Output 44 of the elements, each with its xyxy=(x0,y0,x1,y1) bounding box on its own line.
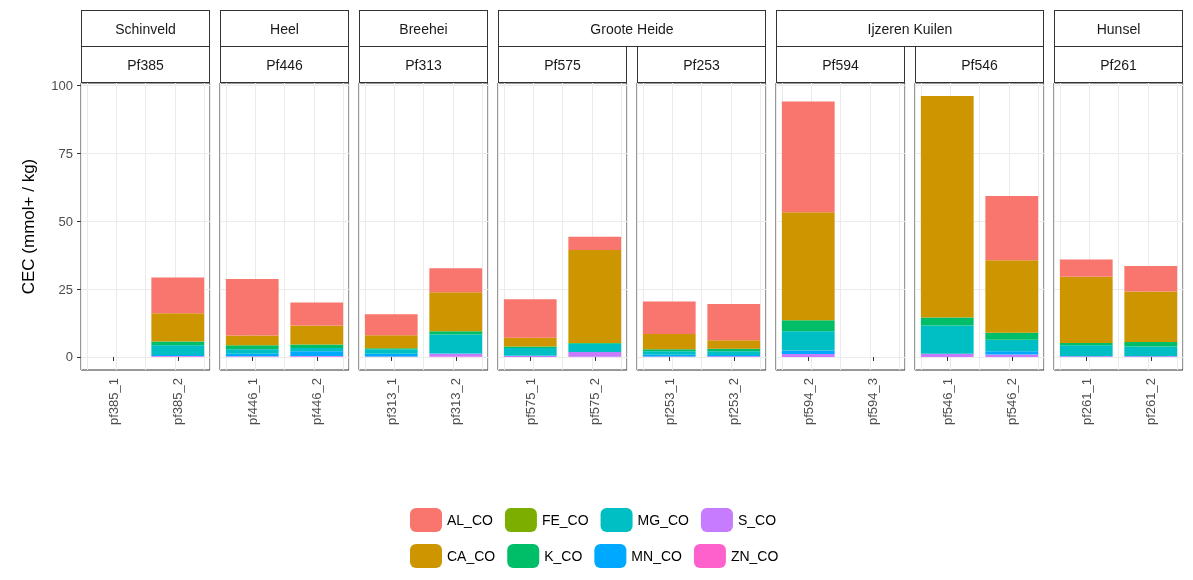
chart-subtitle: Pf575 xyxy=(498,46,627,83)
x-tick-label: pf546_2 xyxy=(1004,378,1020,425)
x-tick-label: pf261_1 xyxy=(1078,378,1094,425)
x-tick-label: pf594_2 xyxy=(800,378,816,425)
legend-label: MG_CO xyxy=(637,512,690,528)
chart-subtitle: Pf385 xyxy=(81,46,210,83)
x-tick-label: pf546_1 xyxy=(939,378,955,425)
x-tick-label: pf253_2 xyxy=(726,378,742,425)
chart-title: Heel xyxy=(220,10,349,47)
y-tick-label: 0 xyxy=(65,349,73,365)
x-tick-label: pf261_2 xyxy=(1143,378,1159,425)
chart-subtitle: Pf313 xyxy=(359,46,488,83)
x-tick-label: pf313_2 xyxy=(448,378,464,425)
legend-label: ZN_CO xyxy=(730,548,779,564)
chart-subtitle: Pf446 xyxy=(220,46,349,83)
y-tick-label: 25 xyxy=(58,281,73,297)
chart-subtitle: Pf594 xyxy=(776,46,905,83)
chart-subtitle: Pf546 xyxy=(915,46,1044,83)
x-tick-label: pf385_1 xyxy=(105,378,121,425)
y-tick-label: 100 xyxy=(51,77,73,93)
legend-label: FE_CO xyxy=(541,512,589,528)
chart-title: Breehei xyxy=(359,10,488,47)
x-tick-label: pf313_1 xyxy=(383,378,399,425)
y-tick-label: 75 xyxy=(58,145,73,161)
legend-label: MN_CO xyxy=(631,548,683,564)
x-tick-label: pf594_3 xyxy=(865,378,881,425)
x-tick-label: pf446_2 xyxy=(309,378,325,425)
y-tick-label: 50 xyxy=(58,213,73,229)
legend-label: K_CO xyxy=(544,548,583,564)
legend-label: S_CO xyxy=(737,512,777,528)
legend-label: CA_CO xyxy=(447,548,496,564)
chart-title: Hunsel xyxy=(1054,10,1183,47)
legend-label: AL_CO xyxy=(447,512,494,528)
x-tick-label: pf253_1 xyxy=(661,378,677,425)
chart-subtitle: Pf253 xyxy=(637,46,766,83)
x-tick-label: pf575_1 xyxy=(522,378,538,425)
chart-title: Ijzeren Kuilen xyxy=(776,10,1044,47)
chart-title: Groote Heide xyxy=(498,10,766,47)
chart-subtitle: Pf261 xyxy=(1054,46,1183,83)
y-axis-title: CEC (mmol+ / kg) xyxy=(19,158,38,295)
x-tick-label: pf446_1 xyxy=(244,378,260,425)
x-tick-label: pf575_2 xyxy=(587,378,603,425)
x-tick-label: pf385_2 xyxy=(170,378,186,425)
chart-title: Schinveld xyxy=(81,10,210,47)
